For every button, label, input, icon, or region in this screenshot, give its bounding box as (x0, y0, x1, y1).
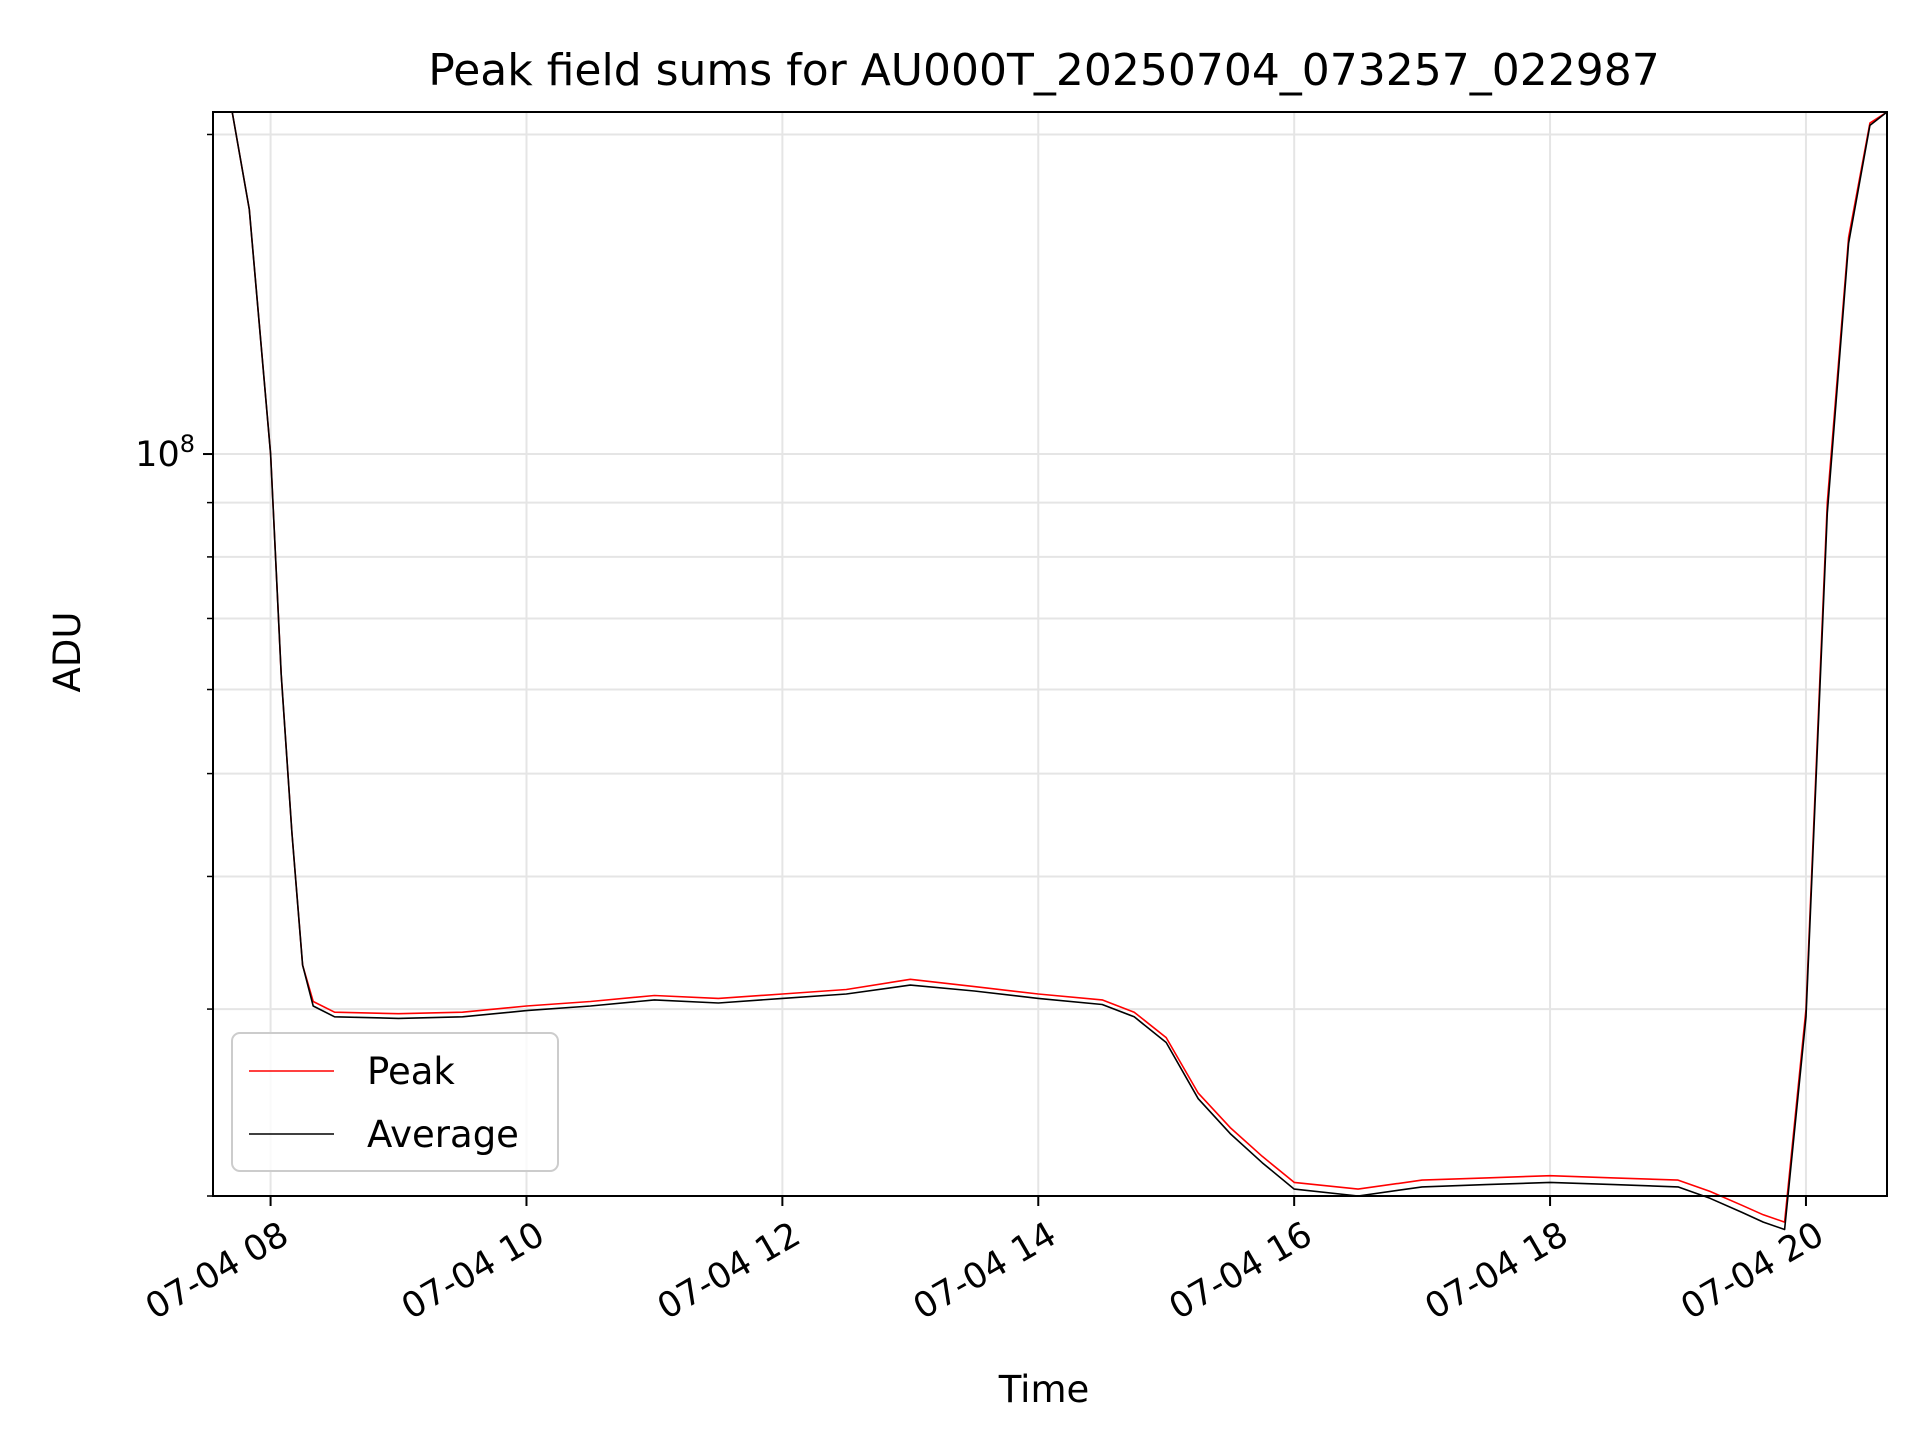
legend-box (231, 1032, 559, 1172)
grid-layer (213, 112, 1887, 1197)
legend: Peak Average (231, 1032, 559, 1172)
x-axis-title: Time (998, 1368, 1090, 1411)
series-line-peak (213, 111, 1888, 1223)
series-layer (213, 111, 1888, 1231)
series-line-average (213, 111, 1888, 1231)
legend-label-average: Average (367, 1113, 519, 1156)
legend-label-peak: Peak (367, 1050, 455, 1093)
y-tick-label: 108 (135, 430, 195, 475)
chart-title: Peak field sums for AU000T_20250704_0732… (428, 45, 1660, 96)
plot-frame (212, 111, 1888, 1197)
y-axis-title: ADU (46, 612, 89, 693)
